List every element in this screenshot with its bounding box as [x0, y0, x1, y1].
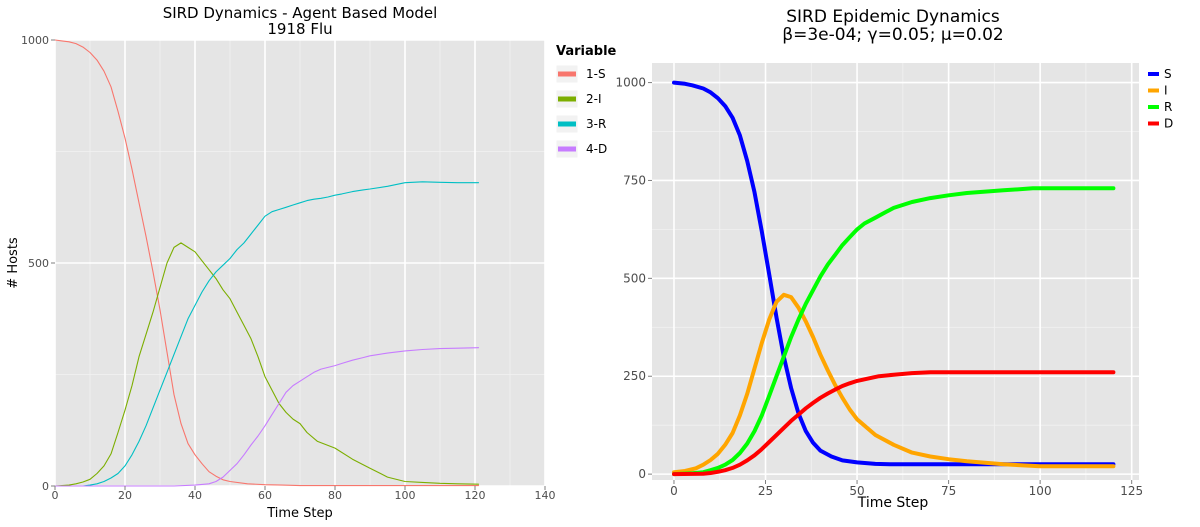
- y-tick-label: 500: [28, 257, 49, 270]
- legend-label-I: I: [1164, 84, 1168, 98]
- right-x-ticks: 0 25 50 75 100 125: [670, 480, 1143, 498]
- legend-label-4-D: 4-D: [586, 142, 607, 156]
- left-x-axis-label: Time Step: [266, 506, 333, 521]
- series-line-3-R: [54, 181, 480, 487]
- y-tick-label: 500: [623, 271, 646, 285]
- right-plot-panel: [652, 63, 1139, 480]
- right-y-ticks: 0 250 500 750 1000: [615, 76, 652, 481]
- right-x-axis-label: Time Step: [857, 495, 929, 511]
- right-chart: SIRD Epidemic Dynamics β=3e-04; γ=0.05; …: [615, 7, 1175, 511]
- legend-label-S: S: [1164, 67, 1172, 81]
- right-series-lines: [672, 80, 1116, 477]
- left-legend-title: Variable: [556, 44, 617, 59]
- series-line-D: [672, 370, 1116, 477]
- y-tick-label: 0: [638, 467, 646, 481]
- legend-label-3-R: 3-R: [586, 117, 606, 131]
- x-tick-label: 100: [1029, 484, 1052, 498]
- left-chart-title: SIRD Dynamics - Agent Based Model: [163, 4, 438, 22]
- right-chart-title: SIRD Epidemic Dynamics: [786, 7, 1000, 27]
- y-tick-label: 1000: [615, 76, 646, 90]
- legend-label-R: R: [1164, 100, 1172, 114]
- series-line-S: [672, 80, 1116, 467]
- x-tick-label: 80: [328, 489, 342, 502]
- series-line-R: [672, 186, 1116, 477]
- y-tick-label: 0: [42, 480, 49, 493]
- x-tick-label: 60: [258, 489, 272, 502]
- y-tick-label: 250: [623, 369, 646, 383]
- legend-label-2-I: 2-I: [586, 92, 602, 106]
- x-tick-label: 140: [535, 489, 556, 502]
- y-tick-label: 750: [623, 173, 646, 187]
- x-tick-label: 25: [758, 484, 773, 498]
- left-y-ticks: 0 500 1000: [21, 34, 55, 493]
- x-tick-label: 125: [1120, 484, 1143, 498]
- x-tick-label: 0: [670, 484, 678, 498]
- x-tick-label: 100: [395, 489, 416, 502]
- right-legend: SIRD: [1143, 66, 1175, 136]
- left-series-lines: [54, 39, 480, 487]
- x-tick-label: 40: [188, 489, 202, 502]
- x-tick-label: 50: [849, 484, 864, 498]
- left-y-axis-label: # Hosts: [6, 237, 21, 289]
- x-tick-label: 120: [465, 489, 486, 502]
- left-legend: Variable 1-S 2-I 3-R 4-D: [555, 44, 617, 159]
- right-chart-subtitle: β=3e-04; γ=0.05; μ=0.02: [782, 25, 1003, 45]
- legend-label-1-S: 1-S: [586, 67, 606, 81]
- legend-label-D: D: [1164, 117, 1173, 131]
- x-tick-label: 0: [52, 489, 59, 502]
- left-chart-subtitle: 1918 Flu: [267, 20, 332, 38]
- x-tick-label: 75: [941, 484, 956, 498]
- series-line-I: [672, 292, 1116, 475]
- left-chart: SIRD Dynamics - Agent Based Model 1918 F…: [6, 4, 617, 521]
- x-tick-label: 20: [118, 489, 132, 502]
- series-line-2-I: [54, 242, 480, 487]
- y-tick-label: 1000: [21, 34, 49, 47]
- series-line-1-S: [54, 39, 480, 487]
- left-x-ticks: 0 20 40 60 80 100 120 140: [52, 486, 556, 502]
- series-line-4-D: [54, 347, 480, 487]
